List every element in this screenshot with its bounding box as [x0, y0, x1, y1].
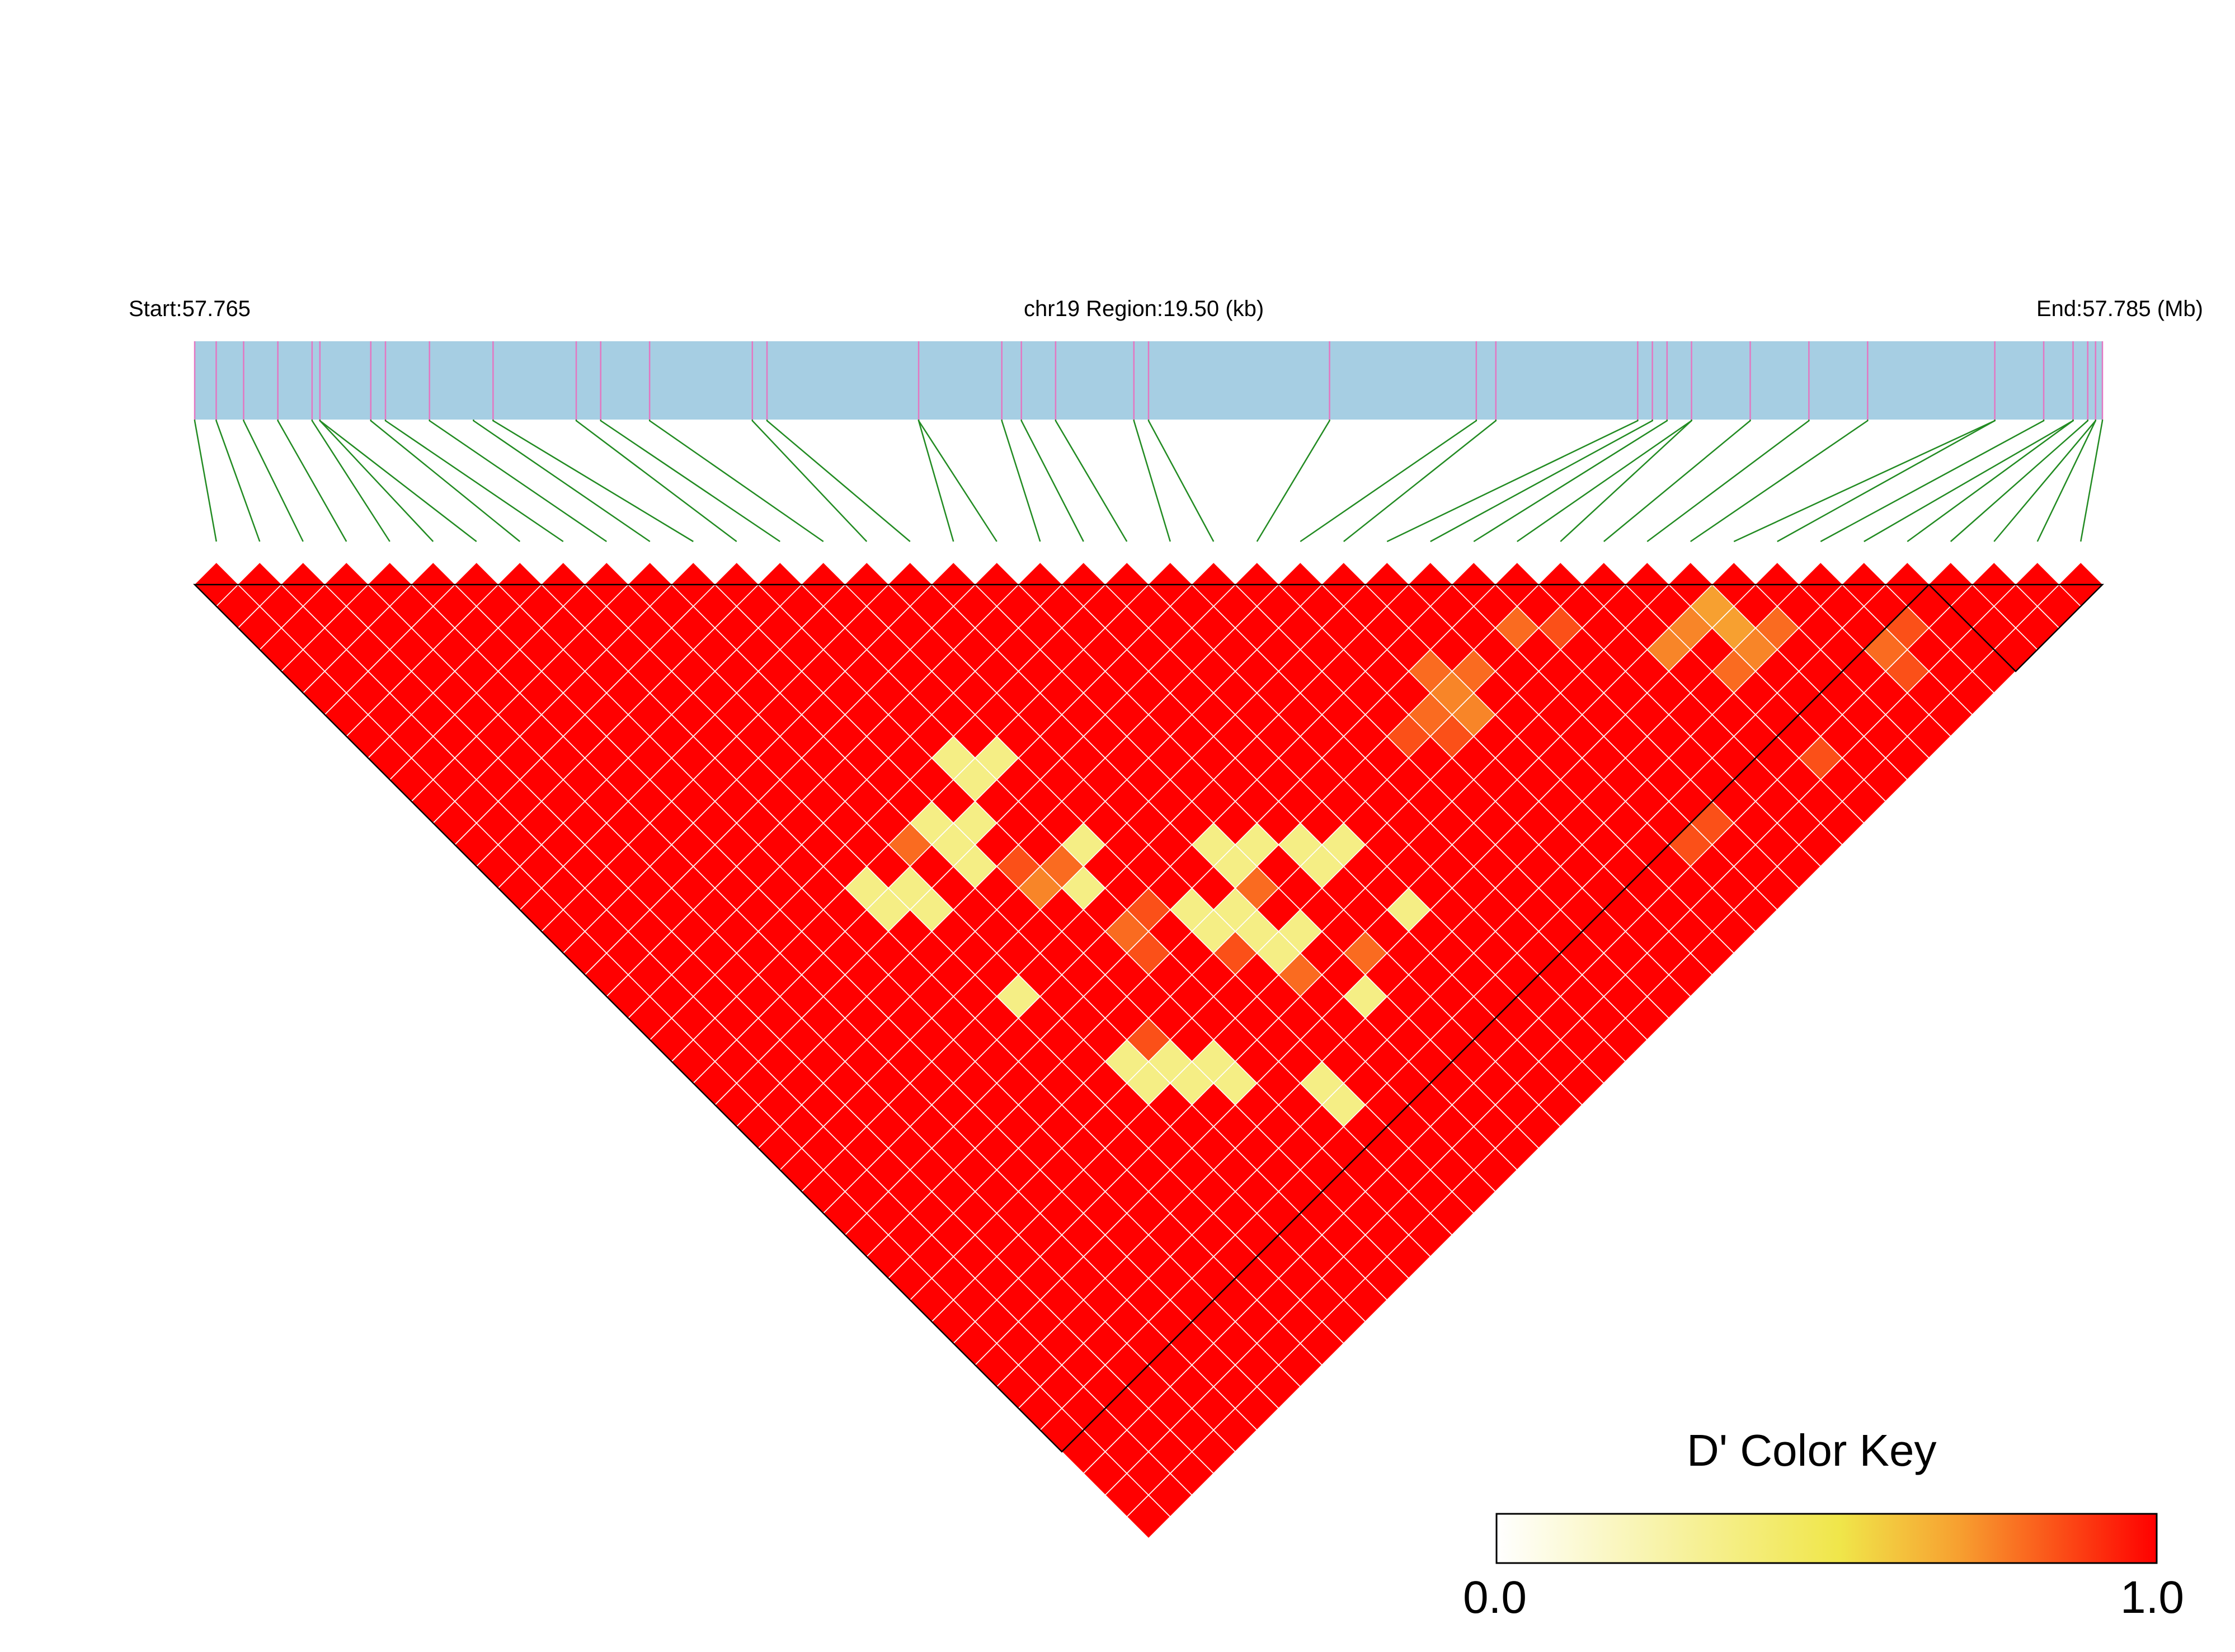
snp-connector-line [1733, 420, 1996, 543]
snp-connector-line [2080, 420, 2104, 542]
snp-connector-line [1646, 420, 1810, 543]
snp-connector-line [370, 420, 521, 542]
color-key-min-label: 0.0 [1463, 1572, 1527, 1623]
snp-connector-line [1133, 420, 1171, 542]
snp-connector-line [1950, 420, 2089, 542]
snp-connector-line [243, 420, 304, 542]
snp-connector-line [1343, 420, 1497, 542]
snp-connector-line [917, 420, 997, 542]
snp-connector-line [575, 420, 737, 542]
snp-connector-line [277, 420, 347, 542]
snp-connector-line [2036, 420, 2097, 542]
ld-block-outline [1927, 583, 2105, 672]
snp-connector-line [1777, 420, 1996, 543]
snp-connector-line [766, 420, 911, 542]
snp-connector-line [319, 420, 434, 542]
snp-connector-line [1993, 420, 2097, 542]
snp-connector-line [429, 420, 607, 543]
snp-connector-line [1907, 420, 2074, 543]
end-label: End:57.785 (Mb) [2036, 296, 2203, 321]
snp-connector-line [1001, 420, 1041, 542]
snp-connector-line [1473, 420, 1668, 543]
snp-connector-line [1430, 420, 1653, 543]
snp-marker-lines [194, 341, 2104, 420]
snp-connector-line [1386, 420, 1639, 543]
snp-connector-line [1864, 420, 2074, 543]
snp-connector-lines [194, 420, 2104, 543]
snp-connector-line [319, 420, 477, 542]
snp-connector-line [1820, 420, 2045, 543]
ld-cells [215, 583, 2082, 1540]
snp-connector-line [917, 420, 954, 542]
snp-connector-line [648, 420, 824, 543]
snp-connector-line [1147, 420, 1215, 542]
snp-connector-line [492, 420, 694, 543]
snp-connector-line [384, 420, 564, 543]
snp-connector-line [1055, 420, 1128, 542]
snp-connector-line [1690, 420, 1869, 543]
snp-connector-line [1020, 420, 1084, 542]
snp-connector-line [1256, 420, 1330, 542]
start-label: Start:57.765 [129, 296, 251, 321]
region-label: chr19 Region:19.50 (kb) [1024, 296, 1264, 321]
color-key-title: D' Color Key [1687, 1425, 1937, 1475]
snp-connector-line [311, 420, 390, 542]
snp-connector-line [1603, 420, 1751, 542]
ld-block-outline [192, 583, 1931, 1453]
color-key-max-label: 1.0 [2120, 1572, 2184, 1623]
snp-connector-line [1300, 420, 1478, 543]
snp-connector-line [473, 420, 651, 543]
ld-block-outlines [192, 583, 2105, 1453]
snp-connector-line [215, 420, 261, 542]
color-key-bar [1495, 1513, 2158, 1564]
snp-connector-line [194, 420, 217, 542]
snp-connector-line [600, 420, 780, 543]
snp-connector-line [1560, 420, 1692, 542]
snp-connector-line [751, 420, 868, 542]
